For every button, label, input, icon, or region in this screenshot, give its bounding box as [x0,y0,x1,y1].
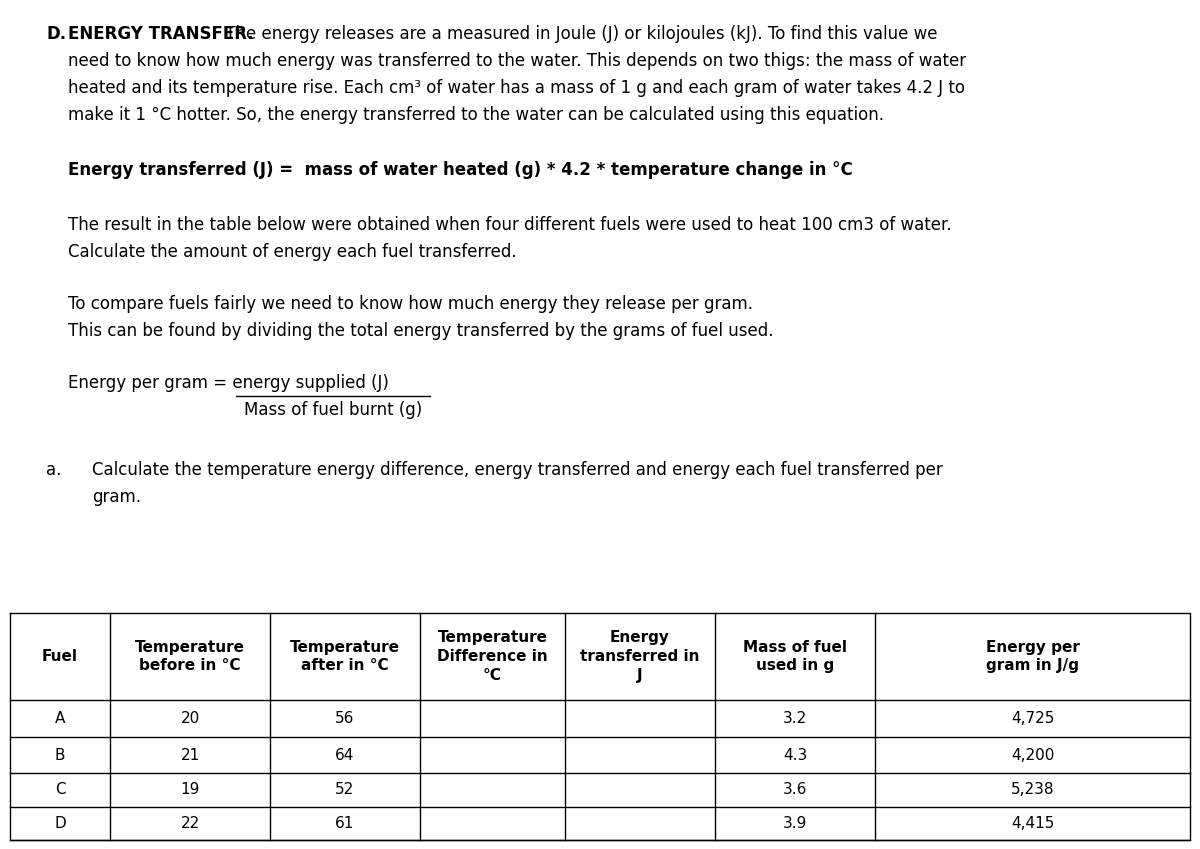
Text: gram.: gram. [92,488,142,506]
Text: heated and its temperature rise. Each cm³ of water has a mass of 1 g and each gr: heated and its temperature rise. Each cm… [68,79,965,97]
Text: 61: 61 [335,816,355,831]
Text: 3.9: 3.9 [782,816,808,831]
Text: 4,725: 4,725 [1010,711,1054,726]
Text: 64: 64 [335,747,355,762]
Text: D.: D. [46,25,66,43]
Text: Temperature
Difference in
°C: Temperature Difference in °C [437,631,548,683]
Text: B: B [55,747,65,762]
Text: need to know how much energy was transferred to the water. This depends on two t: need to know how much energy was transfe… [68,52,966,70]
Text: 56: 56 [335,711,355,726]
Text: 21: 21 [180,747,199,762]
Text: This can be found by dividing the total energy transferred by the grams of fuel : This can be found by dividing the total … [68,322,774,340]
Text: Calculate the amount of energy each fuel transferred.: Calculate the amount of energy each fuel… [68,243,517,261]
Text: 3.6: 3.6 [782,783,808,797]
Text: A: A [55,711,65,726]
Text: a.: a. [46,461,61,479]
Text: 5,238: 5,238 [1010,783,1055,797]
Text: 4,415: 4,415 [1010,816,1054,831]
Text: 19: 19 [180,783,199,797]
Text: 4.3: 4.3 [782,747,808,762]
Text: ENERGY TRANSFER.: ENERGY TRANSFER. [68,25,253,43]
Text: D: D [54,816,66,831]
Text: Energy per
gram in J/g: Energy per gram in J/g [985,639,1080,673]
Text: 3.2: 3.2 [782,711,808,726]
Text: The result in the table below were obtained when four different fuels were used : The result in the table below were obtai… [68,216,952,234]
Text: Calculate the temperature energy difference, energy transferred and energy each : Calculate the temperature energy differe… [92,461,943,479]
Text: Energy transferred (J) =  mass of water heated (g) * 4.2 * temperature change in: Energy transferred (J) = mass of water h… [68,161,853,179]
Text: C: C [55,783,65,797]
Text: Mass of fuel burnt (g): Mass of fuel burnt (g) [244,401,422,419]
Text: Mass of fuel
used in g: Mass of fuel used in g [743,639,847,673]
Text: Energy
transferred in
J: Energy transferred in J [581,631,700,683]
Text: 22: 22 [180,816,199,831]
Text: Energy per gram = energy supplied (J): Energy per gram = energy supplied (J) [68,374,389,392]
Text: 4,200: 4,200 [1010,747,1054,762]
Text: 52: 52 [335,783,355,797]
Text: make it 1 °C hotter. So, the energy transferred to the water can be calculated u: make it 1 °C hotter. So, the energy tran… [68,106,884,124]
Text: The energy releases are a measured in Joule (J) or kilojoules (kJ). To find this: The energy releases are a measured in Jo… [220,25,937,43]
Text: To compare fuels fairly we need to know how much energy they release per gram.: To compare fuels fairly we need to know … [68,295,754,313]
Text: Temperature
before in °C: Temperature before in °C [134,639,245,673]
Text: 20: 20 [180,711,199,726]
Text: Fuel: Fuel [42,649,78,664]
Text: Temperature
after in °C: Temperature after in °C [290,639,400,673]
